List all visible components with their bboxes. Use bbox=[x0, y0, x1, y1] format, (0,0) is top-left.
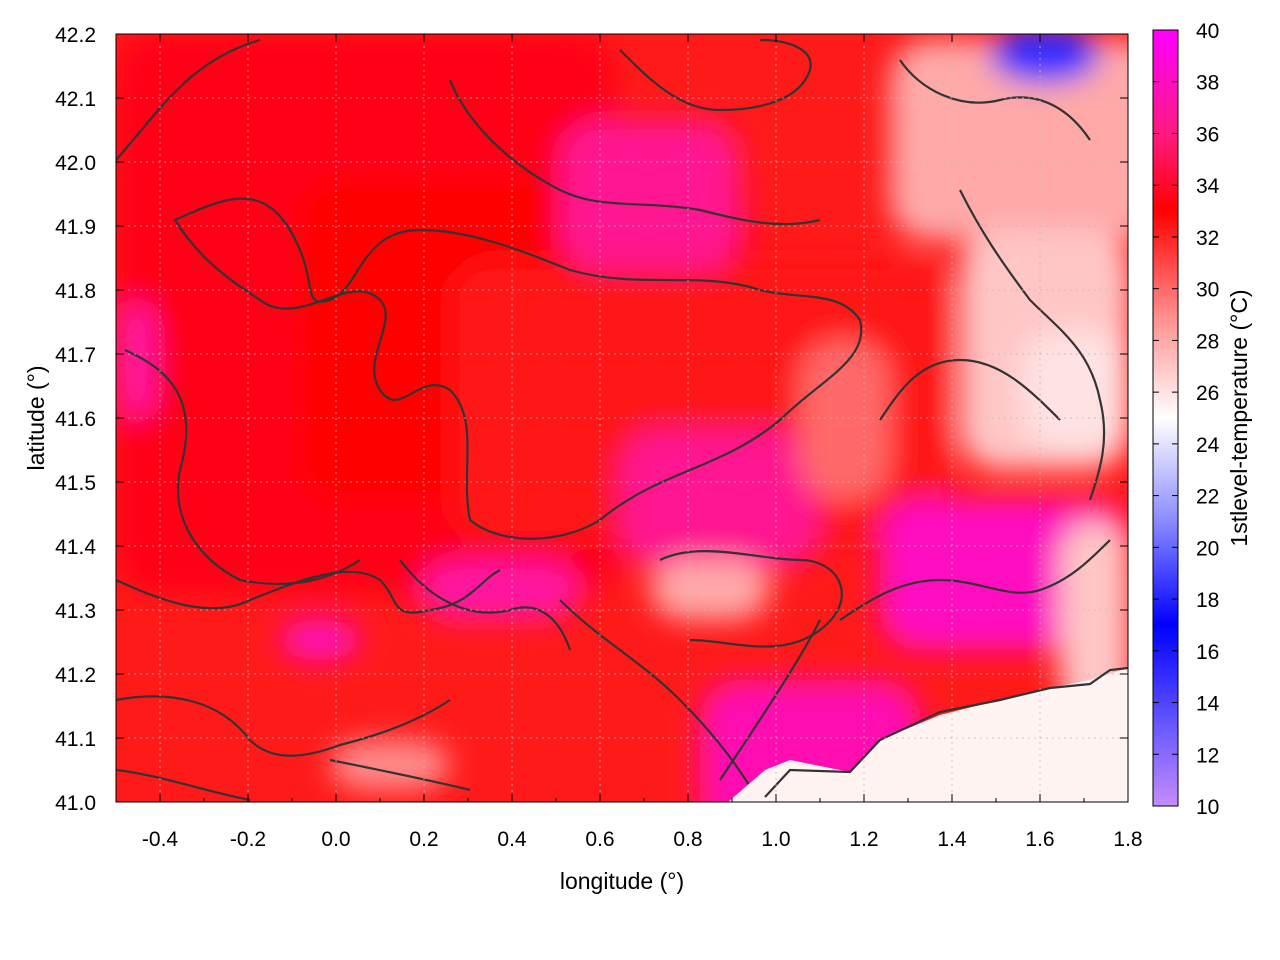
colorbar-tick-label: 20 bbox=[1196, 537, 1219, 560]
contour-line bbox=[329, 758, 471, 792]
colorbar-tick-label: 40 bbox=[1196, 20, 1219, 43]
heat-blob bbox=[1020, 330, 1128, 450]
contour-line bbox=[559, 599, 761, 802]
x-tick-label: 1.4 bbox=[937, 828, 967, 851]
colorbar-gradient bbox=[1152, 29, 1179, 807]
heat-blob bbox=[650, 560, 770, 620]
contour-line bbox=[448, 79, 821, 226]
x-axis-ticks: -0.4 -0.2 0.0 0.2 0.4 0.6 0.8 1.0 1.2 1.4 1.6 1.8 bbox=[115, 34, 1143, 851]
y-axis-label: latitude (°) bbox=[23, 365, 49, 470]
x-tick-label: 0.6 bbox=[585, 828, 614, 851]
colorbar-tick-label: 38 bbox=[1196, 72, 1219, 95]
colorbar-tick-label: 22 bbox=[1196, 486, 1219, 509]
colorbar-tick-label: 26 bbox=[1196, 382, 1219, 405]
y-tick-label: 41.9 bbox=[55, 216, 96, 239]
x-tick-label: 1.0 bbox=[761, 828, 790, 851]
colorbar-tick-label: 16 bbox=[1196, 641, 1219, 664]
contour-line bbox=[719, 619, 821, 781]
y-tick-label: 41.7 bbox=[55, 344, 96, 367]
colorbar-ticks: 10 12 14 16 18 20 22 24 26 28 30 32 34 36 38 40 bbox=[1153, 20, 1220, 819]
x-tick-label: 1.6 bbox=[1025, 828, 1054, 851]
y-tick-label: 41.4 bbox=[55, 536, 96, 559]
x-axis-label: longitude (°) bbox=[560, 868, 684, 894]
cold-spot bbox=[990, 34, 1100, 83]
x-tick-label: -0.4 bbox=[142, 828, 179, 851]
y-tick-label: 41.6 bbox=[55, 408, 96, 431]
colorbar-tick-label: 32 bbox=[1196, 227, 1219, 250]
colorbar-tick-label: 28 bbox=[1196, 330, 1219, 353]
colorbar-tick-label: 30 bbox=[1196, 279, 1219, 302]
colorbar-tick-label: 24 bbox=[1196, 434, 1220, 457]
colorbar-tick-label: 34 bbox=[1196, 175, 1220, 198]
contour-line bbox=[839, 539, 1111, 621]
y-axis-ticks: 41.0 41.1 41.2 41.3 41.4 41.5 41.6 41.7 41.8 41.9… bbox=[55, 24, 1128, 815]
coastline bbox=[764, 666, 1128, 798]
contour-line bbox=[619, 38, 812, 112]
contour-lines bbox=[116, 38, 1111, 802]
colorbar: 10 12 14 16 18 20 22 24 26 28 30 32 34 36 38 40 bbox=[1152, 20, 1220, 819]
heat-blob bbox=[280, 620, 360, 660]
x-tick-label: 1.2 bbox=[849, 828, 878, 851]
y-tick-label: 41.0 bbox=[55, 792, 96, 815]
y-tick-label: 42.1 bbox=[55, 88, 96, 111]
contour-line bbox=[116, 695, 451, 757]
heatmap-field bbox=[116, 34, 1128, 802]
contour-line bbox=[173, 197, 863, 540]
y-tick-label: 41.3 bbox=[55, 600, 96, 623]
contour-line bbox=[959, 189, 1106, 501]
heat-blob bbox=[620, 430, 820, 570]
contour-line bbox=[116, 38, 261, 161]
heat-blob bbox=[800, 340, 890, 500]
x-tick-label: 0.0 bbox=[321, 828, 350, 851]
y-tick-label: 41.2 bbox=[55, 664, 96, 687]
grid-lines bbox=[116, 34, 1128, 802]
sea-area bbox=[728, 668, 1128, 802]
y-tick-label: 41.1 bbox=[55, 728, 96, 751]
x-tick-label: 0.2 bbox=[409, 828, 438, 851]
colorbar-tick-label: 10 bbox=[1196, 796, 1219, 819]
y-tick-label: 41.5 bbox=[55, 472, 96, 495]
x-tick-label: 1.8 bbox=[1113, 828, 1142, 851]
heat-blob bbox=[330, 740, 450, 790]
colorbar-label: 1stlevel-temperature (°C) bbox=[1226, 289, 1252, 546]
colorbar-tick-label: 14 bbox=[1196, 693, 1220, 716]
contour-line bbox=[399, 559, 572, 651]
contour-line bbox=[879, 358, 1061, 421]
heat-blob bbox=[890, 40, 1128, 240]
heat-blob bbox=[116, 300, 156, 420]
y-tick-label: 42.2 bbox=[55, 24, 96, 47]
heat-blob bbox=[560, 120, 740, 270]
x-tick-label: 0.4 bbox=[497, 828, 527, 851]
contour-line bbox=[124, 348, 361, 586]
colorbar-tick-label: 18 bbox=[1196, 589, 1219, 612]
colorbar-tick-label: 12 bbox=[1196, 744, 1219, 767]
y-tick-label: 41.8 bbox=[55, 280, 96, 303]
x-tick-label: 0.8 bbox=[673, 828, 702, 851]
contour-line bbox=[899, 59, 1091, 141]
heat-blob bbox=[420, 560, 580, 620]
colorbar-tick-label: 36 bbox=[1196, 123, 1219, 146]
contour-line bbox=[659, 550, 843, 648]
contour-line bbox=[116, 768, 251, 802]
y-tick-label: 42.0 bbox=[55, 152, 96, 175]
x-tick-label: -0.2 bbox=[230, 828, 266, 851]
